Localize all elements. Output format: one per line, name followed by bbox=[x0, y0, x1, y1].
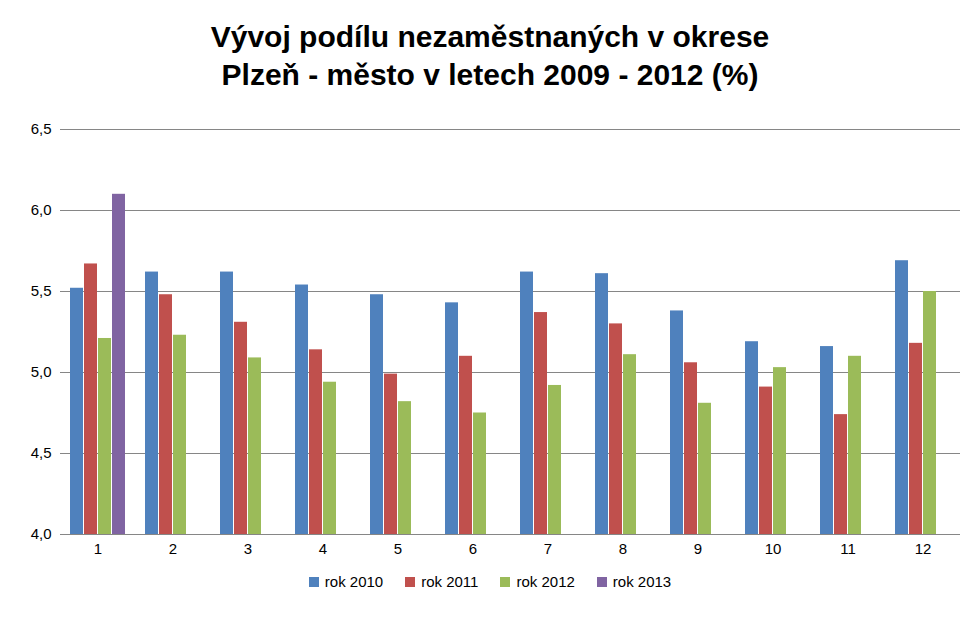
html-text:rok 2012: rok 2012 bbox=[516, 573, 575, 590]
svg-text:6: 6 bbox=[469, 540, 477, 557]
html-text:rok 2010: rok 2010 bbox=[324, 573, 384, 590]
html-text:rok 2013: rok 2013 bbox=[612, 573, 672, 590]
svg-text:5,5: 5,5 bbox=[31, 282, 52, 299]
svg-text:6,0: 6,0 bbox=[31, 201, 52, 218]
svg-text:6,5: 6,5 bbox=[31, 120, 52, 137]
svg-text:5,0: 5,0 bbox=[31, 363, 52, 380]
svg-text:2: 2 bbox=[169, 540, 177, 557]
svg-text:1: 1 bbox=[94, 540, 102, 557]
svg-text:8: 8 bbox=[619, 540, 627, 557]
svg-text:12: 12 bbox=[915, 540, 932, 557]
svg-text:7: 7 bbox=[544, 540, 552, 557]
html-text:rok 2011: rok 2011 bbox=[421, 573, 479, 590]
svg-text:3: 3 bbox=[244, 540, 252, 557]
svg-text:11: 11 bbox=[840, 540, 856, 557]
svg-text:4,0: 4,0 bbox=[31, 525, 52, 542]
html-text:Vývoj podílu nezaměstnaných v: Vývoj podílu nezaměstnaných v okrese Plz… bbox=[210, 20, 770, 91]
svg-text:9: 9 bbox=[694, 540, 702, 557]
svg-text:4: 4 bbox=[319, 540, 327, 557]
svg-text:5: 5 bbox=[394, 540, 402, 557]
svg-text:10: 10 bbox=[765, 540, 782, 557]
svg-text:4,5: 4,5 bbox=[31, 444, 52, 461]
